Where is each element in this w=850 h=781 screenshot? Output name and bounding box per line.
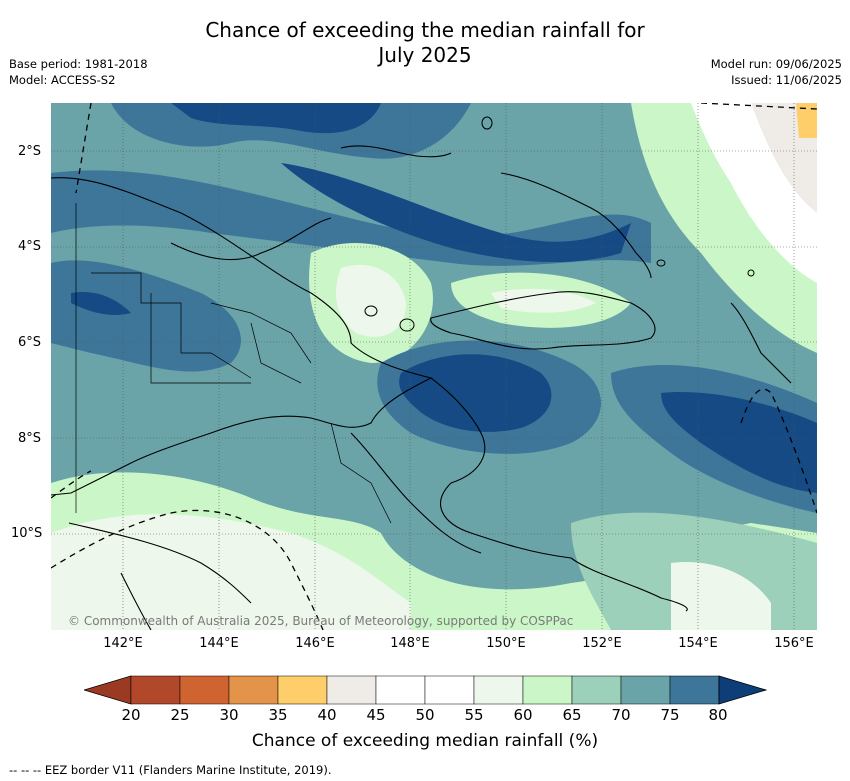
lat-label-6s: 6°S xyxy=(18,335,42,350)
colorbar-tick-40: 40 xyxy=(317,706,337,724)
colorbar-segment xyxy=(669,675,720,705)
metadata-left: Base period: 1981-2018 Model: ACCESS-S2 xyxy=(9,56,148,88)
metadata-right: Model run: 09/06/2025 Issued: 11/06/2025 xyxy=(711,56,842,88)
colorbar-segment xyxy=(277,675,328,705)
colorbar-segment xyxy=(620,675,671,705)
base-period-text: Base period: 1981-2018 xyxy=(9,57,148,71)
model-text: Model: ACCESS-S2 xyxy=(9,73,116,87)
issued-text: Issued: 11/06/2025 xyxy=(731,73,842,87)
colorbar-segments xyxy=(84,675,768,705)
colorbar-tick-20: 20 xyxy=(121,706,141,724)
lon-label-150e: 150°E xyxy=(486,636,526,651)
colorbar-tick-65: 65 xyxy=(562,706,582,724)
colorbar-segment xyxy=(375,675,426,705)
colorbar-segment xyxy=(179,675,230,705)
rainfall-contour-map xyxy=(51,103,817,630)
colorbar-over-arrow xyxy=(718,675,768,705)
colorbar-segment xyxy=(130,675,181,705)
lon-label-152e: 152°E xyxy=(582,636,622,651)
colorbar-segment xyxy=(522,675,573,705)
colorbar-segment xyxy=(228,675,279,705)
colorbar-tick-60: 60 xyxy=(513,706,533,724)
colorbar xyxy=(84,675,768,705)
colorbar-segment xyxy=(326,675,377,705)
colorbar-label: Chance of exceeding median rainfall (%) xyxy=(251,731,599,751)
lat-label-4s: 4°S xyxy=(18,239,42,254)
map-title-line-2: July 2025 xyxy=(378,43,472,67)
rainfall-map xyxy=(51,103,817,630)
map-title: Chance of exceeding the median rainfall … xyxy=(0,18,850,68)
lon-label-154e: 154°E xyxy=(678,636,718,651)
colorbar-tick-35: 35 xyxy=(268,706,288,724)
colorbar-tick-80: 80 xyxy=(708,706,728,724)
map-title-line-1: Chance of exceeding the median rainfall … xyxy=(205,18,645,42)
colorbar-tick-45: 45 xyxy=(366,706,386,724)
eez-footnote: -- -- -- EEZ border V11 (Flanders Marine… xyxy=(9,763,332,777)
colorbar-under-arrow xyxy=(84,675,132,705)
lat-label-8s: 8°S xyxy=(18,431,42,446)
lon-label-146e: 146°E xyxy=(295,636,335,651)
lon-label-148e: 148°E xyxy=(390,636,430,651)
colorbar-segment xyxy=(571,675,622,705)
colorbar-tick-50: 50 xyxy=(415,706,435,724)
colorbar-tick-55: 55 xyxy=(464,706,484,724)
lon-label-144e: 144°E xyxy=(199,636,239,651)
model-run-text: Model run: 09/06/2025 xyxy=(710,57,842,71)
colorbar-tick-30: 30 xyxy=(219,706,239,724)
colorbar-tick-75: 75 xyxy=(660,706,680,724)
colorbar-tick-25: 25 xyxy=(170,706,190,724)
copyright-notice: © Commonwealth of Australia 2025, Bureau… xyxy=(68,614,574,628)
lat-label-2s: 2°S xyxy=(18,144,42,159)
colorbar-segment xyxy=(424,675,475,705)
colorbar-segment xyxy=(473,675,524,705)
lat-label-10s: 10°S xyxy=(11,526,43,541)
lon-label-156e: 156°E xyxy=(774,636,814,651)
colorbar-tick-70: 70 xyxy=(611,706,631,724)
lon-label-142e: 142°E xyxy=(103,636,143,651)
